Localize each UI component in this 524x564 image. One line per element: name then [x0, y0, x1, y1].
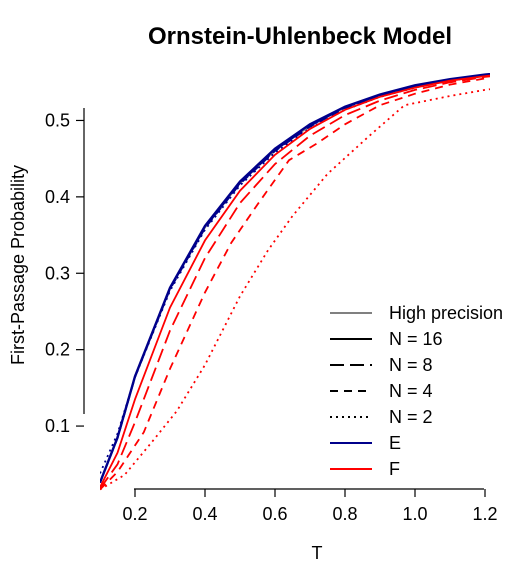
series-layer — [100, 72, 490, 491]
series-line-e-n8 — [100, 73, 490, 483]
y-tick-label: 0.5 — [45, 110, 70, 130]
legend-label: E — [389, 433, 401, 453]
x-tick-label: 1.0 — [402, 504, 427, 524]
series-line-e-n4 — [100, 73, 490, 483]
y-tick-label: 0.2 — [45, 340, 70, 360]
y-axis-label: First-Passage Probability — [8, 165, 28, 365]
legend-label: N = 4 — [389, 381, 433, 401]
x-tick-label: 0.2 — [122, 504, 147, 524]
legend: High precision N = 16 N = 8 N = 4 N = 2 EF — [330, 303, 503, 479]
x-tick-label: 0.6 — [262, 504, 287, 524]
y-tick-label: 0.4 — [45, 187, 70, 207]
x-ticks: 0.2 0.4 0.6 0.8 1.0 1.2 — [122, 489, 498, 524]
axes: 0.1 0.2 0.3 0.4 0.5 0.2 0.4 0.6 0.8 1.0 1.2 — [45, 108, 498, 524]
series-line-f-n4 — [100, 76, 490, 491]
y-tick-label: 0.1 — [45, 416, 70, 436]
x-tick-label: 0.8 — [332, 504, 357, 524]
x-tick-label: 0.4 — [192, 504, 217, 524]
series-line-f-n16 — [100, 74, 490, 488]
legend-label: High precision — [389, 303, 503, 323]
x-axis-label: T — [312, 543, 323, 563]
series-line-f-n8 — [100, 75, 490, 490]
y-ticks: 0.1 0.2 0.3 0.4 0.5 — [45, 110, 84, 436]
series-line-f-n2 — [100, 88, 490, 491]
legend-label: N = 16 — [389, 329, 443, 349]
x-tick-label: 1.2 — [472, 504, 497, 524]
series-line-high-precision — [100, 73, 490, 483]
chart-title: Ornstein-Uhlenbeck Model — [148, 23, 452, 50]
series-line-e-n16 — [100, 72, 490, 484]
legend-label: N = 8 — [389, 355, 433, 375]
legend-label: F — [389, 459, 400, 479]
series-line-e-n2 — [100, 74, 490, 474]
y-tick-label: 0.3 — [45, 263, 70, 283]
legend-label: N = 2 — [389, 407, 433, 427]
